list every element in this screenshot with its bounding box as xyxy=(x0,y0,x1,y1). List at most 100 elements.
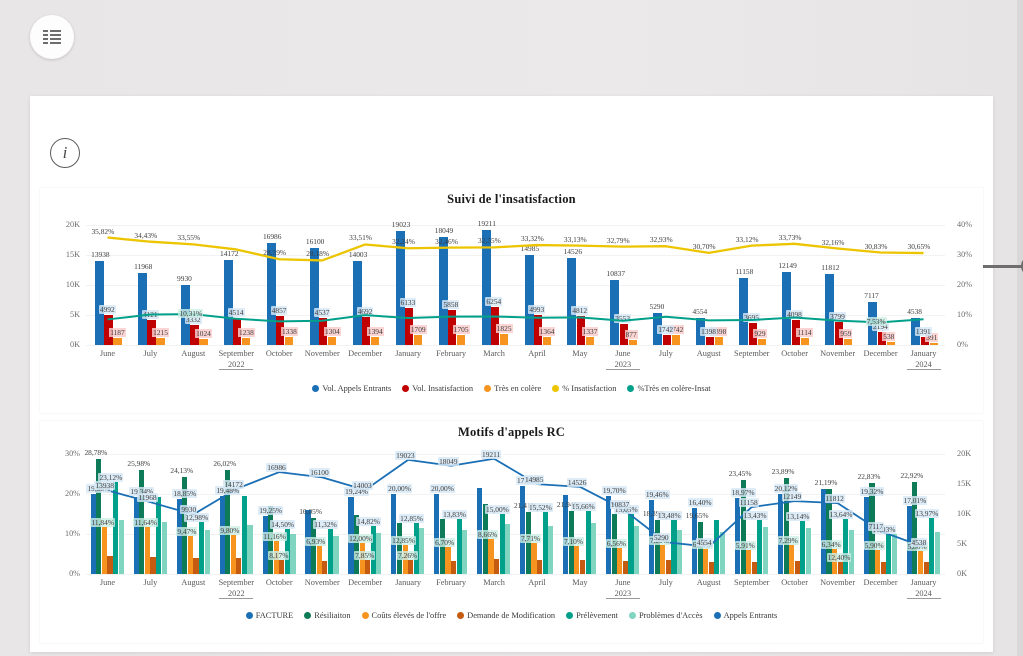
bar-couts-eleves[interactable] xyxy=(789,544,795,574)
bar-facture[interactable] xyxy=(734,498,741,574)
bar-insatisfaction[interactable] xyxy=(920,336,929,345)
bar-insatisfaction[interactable] xyxy=(233,317,242,345)
bar-tres-en-colere[interactable] xyxy=(800,338,809,345)
bar-tres-en-colere[interactable] xyxy=(585,336,595,345)
bar-tres-en-colere[interactable] xyxy=(285,336,294,345)
bar-tres-en-colere[interactable] xyxy=(886,341,895,345)
bar-resiliaiton[interactable] xyxy=(396,522,403,574)
bar-couts-eleves[interactable] xyxy=(101,526,108,574)
bar-appels-entrants[interactable] xyxy=(352,260,362,345)
bar-tres-en-colere[interactable] xyxy=(542,336,552,345)
bar-appels-entrants[interactable] xyxy=(524,255,534,345)
bar-problemes-acces[interactable] xyxy=(505,524,511,574)
bar-facture[interactable] xyxy=(777,493,784,574)
bar-demande-modification[interactable] xyxy=(451,561,457,574)
bar-insatisfaction[interactable] xyxy=(576,316,586,345)
bar-appels-entrants[interactable] xyxy=(95,261,105,345)
bar-prelevement[interactable] xyxy=(456,518,462,574)
legend-item[interactable]: Vol. Insatisfaction xyxy=(402,384,473,393)
bar-problemes-acces[interactable] xyxy=(419,528,425,574)
bar-insatisfaction[interactable] xyxy=(619,323,629,345)
bar-couts-eleves[interactable] xyxy=(531,543,537,574)
bar-prelevement[interactable] xyxy=(542,511,548,574)
bar-couts-eleves[interactable] xyxy=(746,550,752,574)
legend-item[interactable]: Appels Entrants xyxy=(713,611,777,620)
bar-prelevement[interactable] xyxy=(241,496,248,574)
bar-tres-en-colere[interactable] xyxy=(371,336,380,345)
bar-insatisfaction[interactable] xyxy=(877,331,886,345)
bar-appels-entrants[interactable] xyxy=(782,272,792,345)
bar-couts-eleves[interactable] xyxy=(230,534,236,574)
bar-couts-eleves[interactable] xyxy=(488,539,494,574)
bar-appels-entrants[interactable] xyxy=(610,279,620,345)
bar-problemes-acces[interactable] xyxy=(676,530,683,574)
bar-tres-en-colere[interactable] xyxy=(156,337,165,345)
bar-tres-en-colere[interactable] xyxy=(843,339,852,345)
bar-problemes-acces[interactable] xyxy=(762,526,769,574)
bar-prelevement[interactable] xyxy=(714,520,720,574)
bar-couts-eleves[interactable] xyxy=(660,545,666,574)
bar-demande-modification[interactable] xyxy=(107,556,113,574)
legend-item[interactable]: Vol. Appels Entrants xyxy=(312,384,391,393)
bar-prelevement[interactable] xyxy=(800,521,806,574)
bar-facture[interactable] xyxy=(219,496,225,574)
bar-demande-modification[interactable] xyxy=(150,557,156,574)
legend-item[interactable]: Problèmes d'Accès xyxy=(628,611,703,620)
bar-appels-entrants[interactable] xyxy=(438,236,448,345)
chart-plot-suivi[interactable]: 0K 5K 10K 15K 20K 0% 10% 20% 30% 40% 1187 4992 13938… xyxy=(40,207,983,370)
bar-facture[interactable] xyxy=(262,516,268,574)
bar-facture[interactable] xyxy=(90,494,96,574)
bar-demande-modification[interactable] xyxy=(494,558,500,574)
bar-insatisfaction[interactable] xyxy=(834,322,843,345)
bar-problemes-acces[interactable] xyxy=(247,525,253,574)
bar-appels-entrants[interactable] xyxy=(137,273,147,345)
bar-prelevement[interactable] xyxy=(113,481,119,574)
bar-insatisfaction[interactable] xyxy=(491,307,500,345)
bar-insatisfaction[interactable] xyxy=(533,315,543,345)
legend-item[interactable]: Coûts élevés de l'offre xyxy=(361,611,446,620)
bar-demande-modification[interactable] xyxy=(837,561,843,574)
legend-item[interactable]: Demande de Modification xyxy=(457,611,555,620)
bar-demande-modification[interactable] xyxy=(365,560,371,574)
bar-appels-entrants[interactable] xyxy=(739,278,749,345)
bar-insatisfaction[interactable] xyxy=(791,320,800,345)
legend-item[interactable]: Très en colère xyxy=(484,384,541,393)
bar-problemes-acces[interactable] xyxy=(548,526,554,574)
bar-demande-modification[interactable] xyxy=(794,560,800,574)
bar-problemes-acces[interactable] xyxy=(934,532,940,574)
bar-appels-entrants[interactable] xyxy=(266,243,276,345)
bar-demande-modification[interactable] xyxy=(665,560,671,574)
bar-couts-eleves[interactable] xyxy=(703,549,709,574)
bar-tres-en-colere[interactable] xyxy=(929,342,938,345)
bar-prelevement[interactable] xyxy=(198,522,205,574)
bar-facture[interactable] xyxy=(434,494,440,574)
bar-prelevement[interactable] xyxy=(156,496,162,574)
bar-prelevement[interactable] xyxy=(671,520,677,574)
bar-appels-entrants[interactable] xyxy=(825,274,835,345)
bar-demande-modification[interactable] xyxy=(236,557,242,574)
bar-insatisfaction[interactable] xyxy=(362,316,371,345)
bar-insatisfaction[interactable] xyxy=(705,336,714,345)
bar-resiliaiton[interactable] xyxy=(654,520,660,574)
bar-problemes-acces[interactable] xyxy=(161,522,167,574)
bar-insatisfaction[interactable] xyxy=(190,325,199,345)
bar-appels-entrants[interactable] xyxy=(223,259,233,345)
bar-prelevement[interactable] xyxy=(886,533,892,574)
bar-insatisfaction[interactable] xyxy=(748,322,757,345)
bar-resiliaiton[interactable] xyxy=(96,458,102,574)
bar-prelevement[interactable] xyxy=(628,513,634,574)
bar-problemes-acces[interactable] xyxy=(591,522,597,574)
bar-tres-en-colere[interactable] xyxy=(714,336,723,345)
bar-demande-modification[interactable] xyxy=(622,560,628,574)
bar-tres-en-colere[interactable] xyxy=(199,338,208,345)
bar-demande-modification[interactable] xyxy=(408,560,414,574)
bar-demande-modification[interactable] xyxy=(923,562,929,574)
bar-insatisfaction[interactable] xyxy=(104,315,113,345)
bar-prelevement[interactable] xyxy=(585,511,591,574)
legend-item[interactable]: % Insatisfaction xyxy=(552,384,616,393)
bar-tres-en-colere[interactable] xyxy=(113,337,122,345)
bar-prelevement[interactable] xyxy=(413,522,419,574)
bar-tres-en-colere[interactable] xyxy=(328,337,337,345)
bar-facture[interactable] xyxy=(520,486,526,574)
bar-tres-en-colere[interactable] xyxy=(500,334,509,345)
